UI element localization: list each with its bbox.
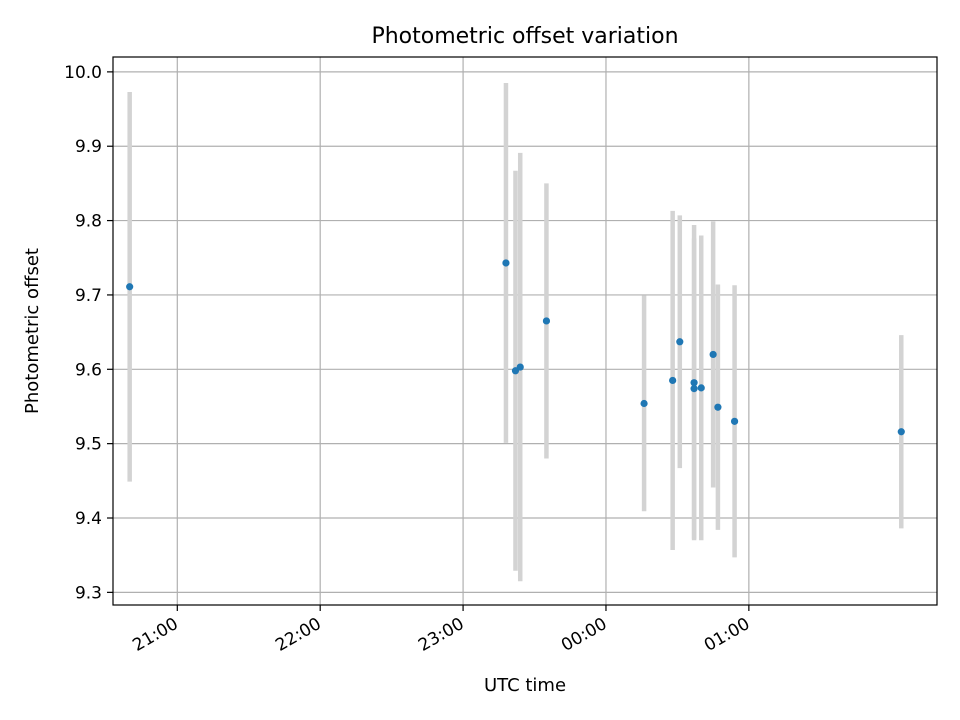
data-point — [897, 428, 905, 436]
data-point — [690, 379, 698, 387]
data-point — [714, 403, 722, 411]
x-tick-label: 22:00 — [272, 614, 324, 656]
chart-title: Photometric offset variation — [371, 24, 678, 49]
x-tick-label: 01:00 — [701, 614, 753, 656]
y-axis-ticks: 9.3 9.4 9.5 9.6 9.7 9.8 9.9 10.0 — [64, 63, 113, 603]
y-tick-label: 9.8 — [75, 212, 102, 232]
data-point — [542, 317, 551, 325]
data-point — [516, 363, 524, 371]
x-tick-label: 21:00 — [129, 614, 181, 656]
y-tick-label: 9.7 — [75, 286, 102, 306]
y-tick-label: 9.5 — [75, 435, 102, 455]
grid — [113, 57, 937, 605]
plot-frame — [112, 56, 938, 606]
data-point — [690, 385, 698, 393]
data-point — [640, 399, 648, 408]
y-axis-label: Photometric offset — [22, 248, 43, 414]
y-tick-label: 9.3 — [75, 583, 102, 603]
y-tick-label: 9.6 — [75, 360, 102, 380]
x-axis-label: UTC time — [484, 675, 566, 696]
error-bars — [127, 83, 904, 582]
data-point — [669, 376, 677, 385]
y-tick-label: 9.4 — [75, 509, 102, 529]
y-tick-label: 9.9 — [75, 137, 102, 157]
data-point — [730, 417, 739, 425]
data-point — [709, 350, 717, 359]
data-point — [126, 283, 134, 291]
x-tick-label: 00:00 — [558, 614, 610, 656]
y-tick-label: 10.0 — [64, 63, 102, 83]
data-point — [697, 384, 705, 392]
data-points — [126, 259, 905, 436]
x-tick-label: 23:00 — [415, 614, 467, 656]
data-point — [502, 259, 510, 267]
data-point — [676, 338, 684, 346]
x-axis-ticks: 21:00 22:00 23:00 00:00 01:00 — [129, 605, 753, 656]
